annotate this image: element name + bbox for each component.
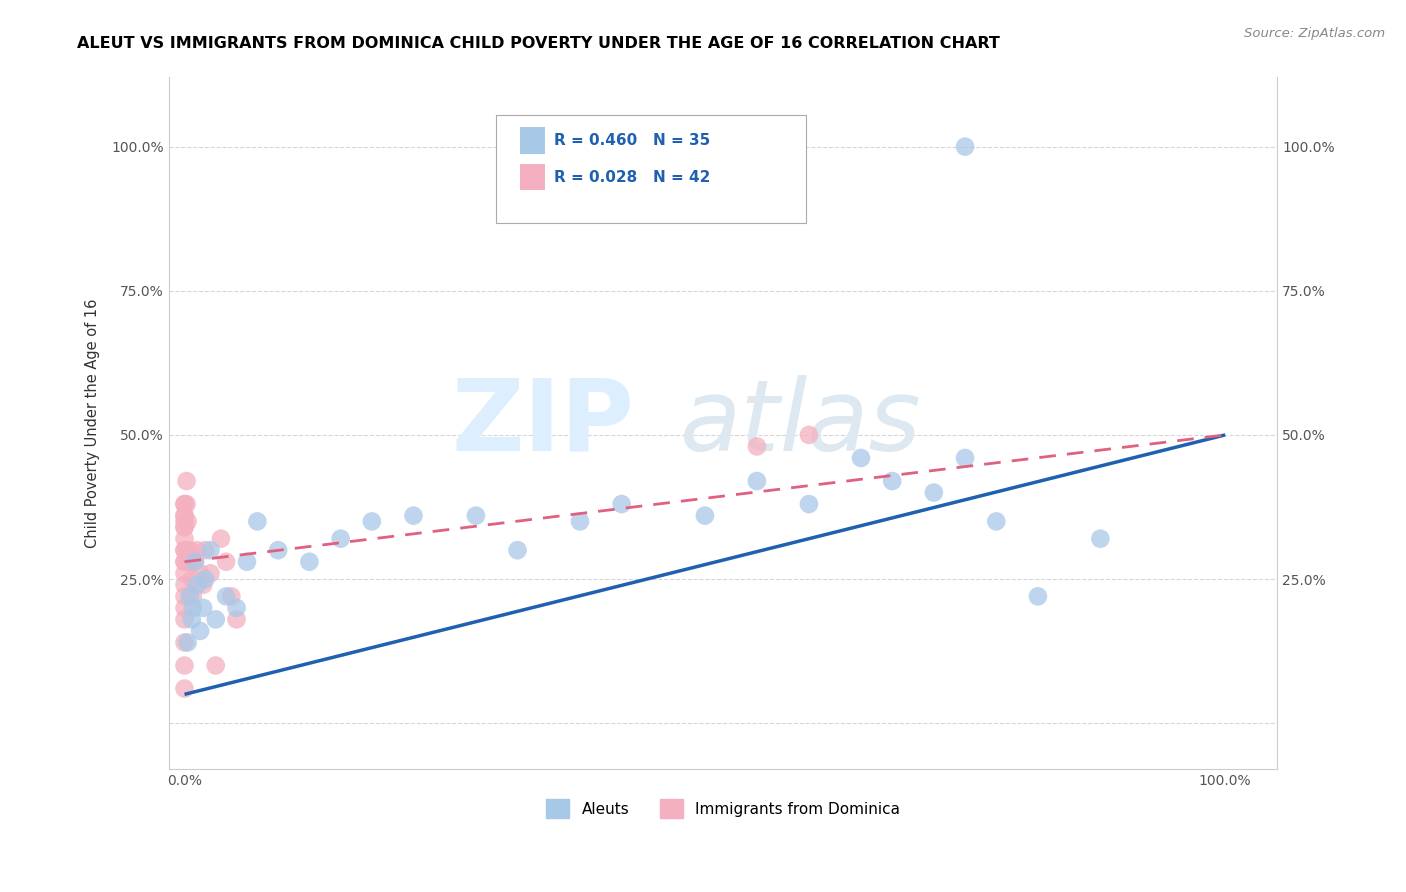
Point — [225, 600, 247, 615]
Point — [179, 543, 201, 558]
Point — [181, 600, 204, 615]
Point — [176, 635, 198, 649]
Text: Source: ZipAtlas.com: Source: ZipAtlas.com — [1244, 27, 1385, 40]
Bar — [520, 164, 544, 190]
Point — [267, 543, 290, 558]
Point — [204, 658, 226, 673]
Point — [882, 474, 904, 488]
Point — [176, 515, 198, 529]
Text: ALEUT VS IMMIGRANTS FROM DOMINICA CHILD POVERTY UNDER THE AGE OF 16 CORRELATION : ALEUT VS IMMIGRANTS FROM DOMINICA CHILD … — [77, 36, 1000, 51]
Point — [176, 543, 198, 558]
Point — [922, 485, 945, 500]
Point — [173, 555, 195, 569]
Point — [173, 497, 195, 511]
Point — [194, 543, 217, 558]
Point — [506, 543, 529, 558]
Point — [215, 590, 238, 604]
Point — [173, 566, 195, 581]
Point — [180, 612, 202, 626]
Point — [236, 555, 259, 569]
Point — [200, 566, 222, 581]
Point — [186, 543, 208, 558]
Point — [173, 578, 195, 592]
Point — [173, 590, 195, 604]
Point — [173, 497, 195, 511]
Point — [179, 590, 201, 604]
Point — [193, 600, 215, 615]
Point — [745, 439, 768, 453]
Point — [953, 139, 976, 153]
Point — [194, 572, 217, 586]
Text: ZIP: ZIP — [451, 375, 634, 472]
Text: R = 0.460   N = 35: R = 0.460 N = 35 — [554, 133, 710, 148]
Point — [225, 612, 247, 626]
Point — [200, 543, 222, 558]
Point — [298, 555, 321, 569]
Point — [1090, 532, 1112, 546]
Text: atlas: atlas — [681, 375, 921, 472]
Point — [188, 624, 211, 638]
Point — [173, 635, 195, 649]
FancyBboxPatch shape — [496, 115, 806, 223]
Point — [693, 508, 716, 523]
Point — [177, 555, 200, 569]
Point — [173, 681, 195, 696]
Point — [181, 590, 204, 604]
Point — [173, 658, 195, 673]
Point — [188, 566, 211, 581]
Text: R = 0.028   N = 42: R = 0.028 N = 42 — [554, 169, 710, 185]
Point — [173, 520, 195, 534]
Point — [246, 515, 269, 529]
Point — [180, 555, 202, 569]
Point — [402, 508, 425, 523]
Point — [986, 515, 1008, 529]
Point — [610, 497, 633, 511]
Point — [184, 555, 207, 569]
Point — [184, 555, 207, 569]
Point — [329, 532, 352, 546]
Point — [173, 600, 195, 615]
Point — [176, 474, 198, 488]
Point — [745, 474, 768, 488]
Point — [204, 612, 226, 626]
Point — [209, 532, 232, 546]
Point — [193, 578, 215, 592]
Point — [173, 543, 195, 558]
Point — [569, 515, 592, 529]
Point — [464, 508, 486, 523]
Point — [173, 532, 195, 546]
Point — [797, 497, 820, 511]
Point — [173, 515, 195, 529]
Point — [173, 612, 195, 626]
Y-axis label: Child Poverty Under the Age of 16: Child Poverty Under the Age of 16 — [86, 299, 100, 548]
Point — [180, 572, 202, 586]
Point — [173, 543, 195, 558]
Point — [360, 515, 382, 529]
Point — [173, 555, 195, 569]
Point — [215, 555, 238, 569]
Point — [953, 450, 976, 465]
Point — [1026, 590, 1049, 604]
Point — [176, 497, 198, 511]
Point — [849, 450, 872, 465]
Point — [173, 508, 195, 523]
Point — [221, 590, 243, 604]
Point — [173, 520, 195, 534]
Point — [797, 428, 820, 442]
Point — [186, 578, 208, 592]
Point — [173, 508, 195, 523]
Legend: Aleuts, Immigrants from Dominica: Aleuts, Immigrants from Dominica — [540, 793, 905, 824]
Bar — [520, 128, 544, 153]
